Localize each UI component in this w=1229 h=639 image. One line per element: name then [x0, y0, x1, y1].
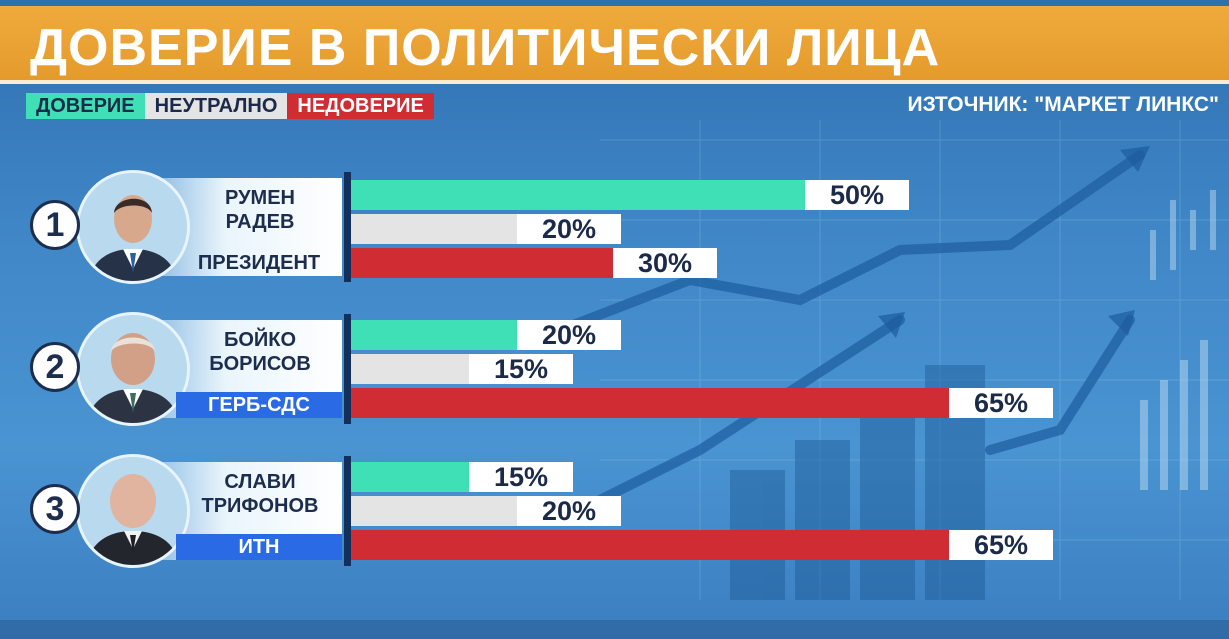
neutral-bar: 15% [351, 354, 573, 384]
portrait-photo [76, 170, 190, 284]
person-row: 1 РУМЕН РАДЕВ ПРЕЗИДЕНТ 50% 20% 30% [0, 170, 1229, 300]
legend-distrust: НЕДОВЕРИЕ [287, 93, 434, 119]
person-silhouette-icon [79, 457, 187, 565]
distrust-value-label: 65% [949, 530, 1053, 560]
rank-badge: 1 [30, 200, 80, 250]
bar-axis [344, 172, 351, 282]
person-name: БОЙКО БОРИСОВ [180, 328, 340, 376]
bar-axis [344, 456, 351, 566]
first-name: БОЙКО [223, 329, 297, 351]
legend-neutral: НЕУТРАЛНО [144, 93, 288, 119]
last-name: ТРИФОНОВ [201, 495, 319, 517]
distrust-bar: 65% [351, 388, 1053, 418]
person-name: СЛАВИ ТРИФОНОВ [180, 470, 340, 518]
last-name: БОРИСОВ [209, 353, 311, 375]
person-silhouette-icon [79, 173, 187, 281]
first-name: СЛАВИ [224, 471, 296, 493]
person-row: 2 БОЙКО БОРИСОВ ГЕРБ-СДС 20% 15% 65% [0, 312, 1229, 442]
person-silhouette-icon [79, 315, 187, 423]
neutral-value-label: 15% [469, 354, 573, 384]
first-name: РУМЕН [225, 187, 295, 209]
role-tag: ПРЕЗИДЕНТ [197, 252, 321, 274]
trust-bar: 20% [351, 320, 621, 350]
neutral-value-label: 20% [517, 214, 621, 244]
trust-value-label: 20% [517, 320, 621, 350]
party-tag: ГЕРБ-СДС [176, 392, 342, 418]
legend-trust: ДОВЕРИЕ [26, 93, 145, 119]
person-name: РУМЕН РАДЕВ [180, 186, 340, 234]
last-name: РАДЕВ [225, 211, 295, 233]
neutral-value-label: 20% [517, 496, 621, 526]
trust-bar: 15% [351, 462, 573, 492]
distrust-bar: 30% [351, 248, 717, 278]
source-label: ИЗТОЧНИК: "МАРКЕТ ЛИНКС" [907, 93, 1219, 116]
rank-badge: 3 [30, 484, 80, 534]
trust-value-label: 50% [805, 180, 909, 210]
bar-axis [344, 314, 351, 424]
title-bar: ДОВЕРИЕ В ПОЛИТИЧЕСКИ ЛИЦА [0, 6, 1229, 84]
page-title: ДОВЕРИЕ В ПОЛИТИЧЕСКИ ЛИЦА [30, 19, 941, 77]
distrust-value-label: 30% [613, 248, 717, 278]
neutral-bar: 20% [351, 214, 621, 244]
portrait-photo [76, 312, 190, 426]
rank-badge: 2 [30, 342, 80, 392]
trust-bar: 50% [351, 180, 909, 210]
trust-value-label: 15% [469, 462, 573, 492]
portrait-photo [76, 454, 190, 568]
title-divider [0, 80, 1229, 84]
neutral-bar: 20% [351, 496, 621, 526]
distrust-value-label: 65% [949, 388, 1053, 418]
person-row: 3 СЛАВИ ТРИФОНОВ ИТН 15% 20% 65% [0, 454, 1229, 584]
legend: ДОВЕРИЕ НЕУТРАЛНО НЕДОВЕРИЕ [26, 93, 434, 119]
distrust-bar: 65% [351, 530, 1053, 560]
party-tag: ИТН [176, 534, 342, 560]
